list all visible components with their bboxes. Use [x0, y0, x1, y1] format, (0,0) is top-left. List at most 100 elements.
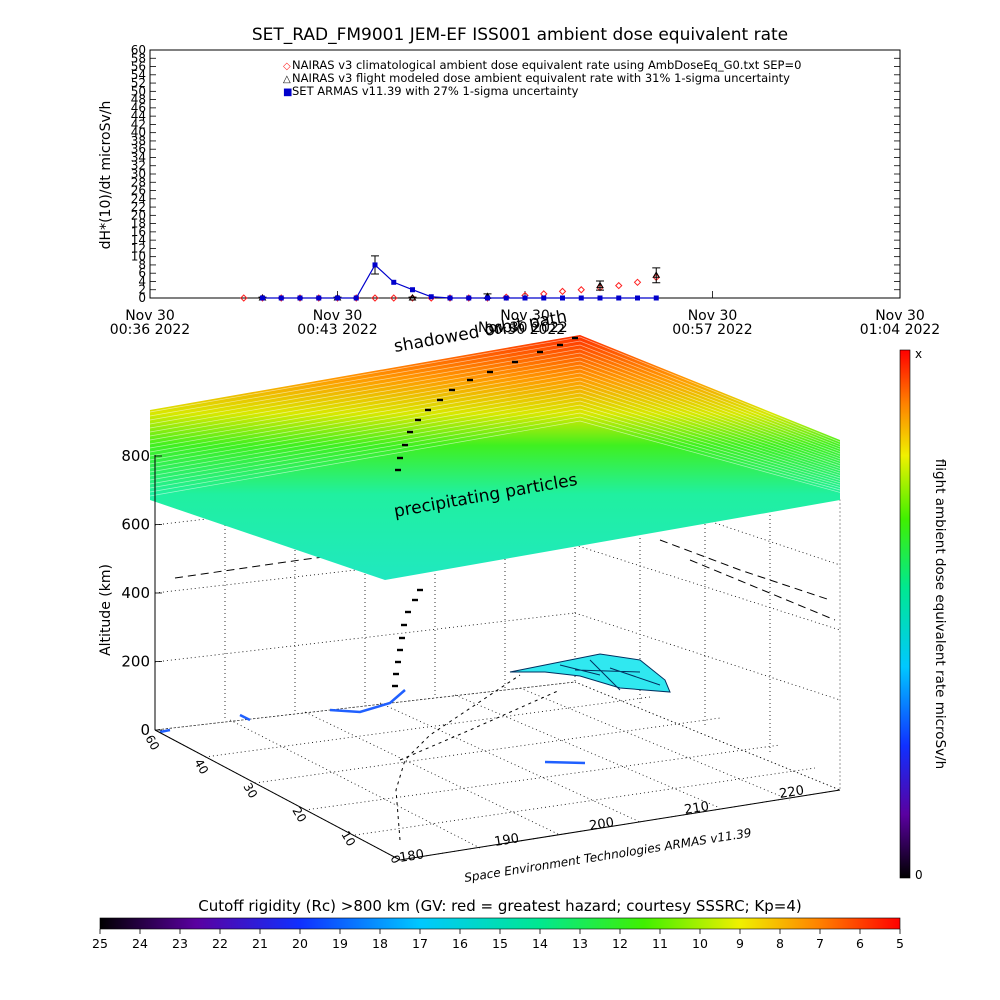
rigidity-tick-label: 22 — [212, 936, 228, 951]
y-tick-label: 24 — [131, 192, 146, 206]
legend-entry-nairas-clim: NAIRAS v3 climatological ambient dose eq… — [292, 58, 801, 72]
y-axis-label: dH*(10)/dt microSv/h — [98, 101, 114, 250]
nairas-flight-errorbar — [408, 296, 417, 299]
armas-point — [522, 295, 528, 301]
y-tick-label: 22 — [131, 200, 146, 214]
date-overlay-label: Nov 30 2022 — [478, 320, 568, 336]
rigidity-tick-label: 25 — [92, 936, 108, 951]
slab-stripe — [149, 356, 841, 455]
x-tick-label-time: 00:57 2022 — [672, 322, 752, 338]
lat-tick-label: 30 — [240, 781, 260, 801]
legend-marker-triangle: △ — [283, 74, 291, 85]
rigidity-tick-label: 9 — [736, 936, 744, 951]
armas-point — [260, 295, 265, 301]
rigidity-tick-label: 16 — [452, 936, 468, 951]
z-tick-label: 600 — [121, 516, 150, 534]
dose-colorbar: x 0 flight ambient dose equivalent rate … — [899, 347, 948, 882]
x-tick-label-time: 00:36 2022 — [110, 322, 190, 338]
x-tick-label-date: Nov 30 — [875, 308, 925, 324]
orbit-dot — [437, 398, 443, 402]
y-tick-label: 44 — [131, 109, 146, 123]
slab-stripe — [149, 352, 841, 452]
y-tick-label: 32 — [131, 159, 146, 173]
dose-colorbar-fill — [899, 349, 911, 879]
armas-point — [410, 287, 415, 293]
x-tick-label-date: Nov 30 — [688, 308, 738, 324]
rigidity-colorbar-fill — [99, 917, 901, 930]
y-tick-label: 60 — [131, 43, 146, 57]
armas-point — [316, 295, 322, 301]
time-series-plot: 0246810121416182022242628303234363840424… — [98, 43, 940, 338]
x-tick-label-date: Nov 30 — [500, 308, 550, 324]
x-tick-label-time: 01:04 2022 — [860, 322, 940, 338]
lon-tick-label: 200 — [588, 815, 615, 834]
armas-point — [391, 279, 397, 285]
orbit-dot — [572, 336, 578, 340]
rigidity-tick-label: 12 — [612, 936, 628, 951]
orbit-dot — [395, 660, 401, 664]
orbit-dot — [425, 408, 431, 412]
y-tick-label: 42 — [131, 117, 146, 131]
orbit-dot — [397, 456, 403, 460]
y-tick-label: 36 — [131, 142, 146, 156]
dose-colorbar-max: x — [915, 347, 922, 361]
orbit-dot — [407, 430, 413, 434]
orbit-dot — [412, 598, 418, 602]
orbit-dot — [487, 370, 493, 374]
orbit-dot — [467, 378, 473, 382]
y-tick-label: 6 — [138, 266, 146, 280]
nairas-flight-errorbar — [652, 267, 661, 284]
rigidity-colorbar: Cutoff rigidity (Rc) >800 km (GV: red = … — [92, 897, 904, 951]
x-tick-label-time: 00:50 2022 — [485, 322, 565, 338]
rigidity-tick-label: 20 — [292, 936, 308, 951]
nairas-clim-point — [558, 287, 567, 296]
y-tick-label: 4 — [138, 274, 146, 288]
legend-marker-diamond: ◇ — [283, 61, 291, 72]
legend-marker-square: ■ — [283, 87, 292, 98]
z-tick-label: 400 — [121, 584, 150, 602]
rigidity-tick-label: 23 — [172, 936, 188, 951]
orbit-dot — [405, 610, 411, 614]
y-tick-label: 28 — [131, 175, 146, 189]
z-tick-label: 200 — [121, 653, 150, 671]
slab-stripe — [149, 384, 841, 472]
x-tick-label-date: Nov 30 — [125, 308, 175, 324]
slab-stripe — [149, 396, 841, 479]
precipitation-slab — [149, 335, 841, 580]
rigidity-tick-label: 5 — [896, 936, 904, 951]
nairas-flight-point — [596, 281, 604, 289]
orbit-dot — [397, 648, 403, 652]
slab-stripe — [149, 340, 841, 445]
armas-point — [447, 295, 453, 301]
y-tick-label: 38 — [131, 134, 146, 148]
armas-point — [428, 294, 434, 300]
y-tick-label: 34 — [131, 150, 146, 164]
armas-point — [372, 262, 378, 268]
armas-series-line — [262, 263, 657, 299]
lat-tick-label: 20 — [289, 805, 309, 825]
slab-stripe — [149, 412, 841, 489]
orbit-dot — [449, 388, 455, 392]
legend: ◇ NAIRAS v3 climatological ambient dose … — [283, 58, 801, 98]
lat-tick-label: 40 — [191, 757, 211, 777]
armas-point — [466, 295, 472, 301]
rigidity-tick-label: 11 — [652, 936, 668, 951]
nairas-flight-point — [652, 271, 661, 278]
y-tick-label: 8 — [138, 258, 146, 272]
x-tick-label-date: Nov 30 — [313, 308, 363, 324]
rigidity-tick-label: 24 — [132, 936, 148, 951]
chart-title: SET_RAD_FM9001 JEM-EF ISS001 ambient dos… — [252, 25, 788, 45]
rigidity-tick-label: 14 — [532, 936, 548, 951]
slab-stripe — [149, 364, 841, 460]
lon-tick-label: 210 — [683, 799, 710, 818]
rigidity-tick-label: 21 — [252, 936, 268, 951]
y-tick-label: 26 — [131, 184, 146, 198]
armas-point — [541, 295, 547, 301]
rigidity-patch-lines — [559, 659, 661, 691]
slab-stripe — [149, 404, 841, 484]
orbit-path-dots — [392, 336, 578, 688]
orbit-dot — [393, 672, 399, 676]
legend-entry-armas: SET ARMAS v11.39 with 27% 1-sigma uncert… — [292, 84, 579, 98]
